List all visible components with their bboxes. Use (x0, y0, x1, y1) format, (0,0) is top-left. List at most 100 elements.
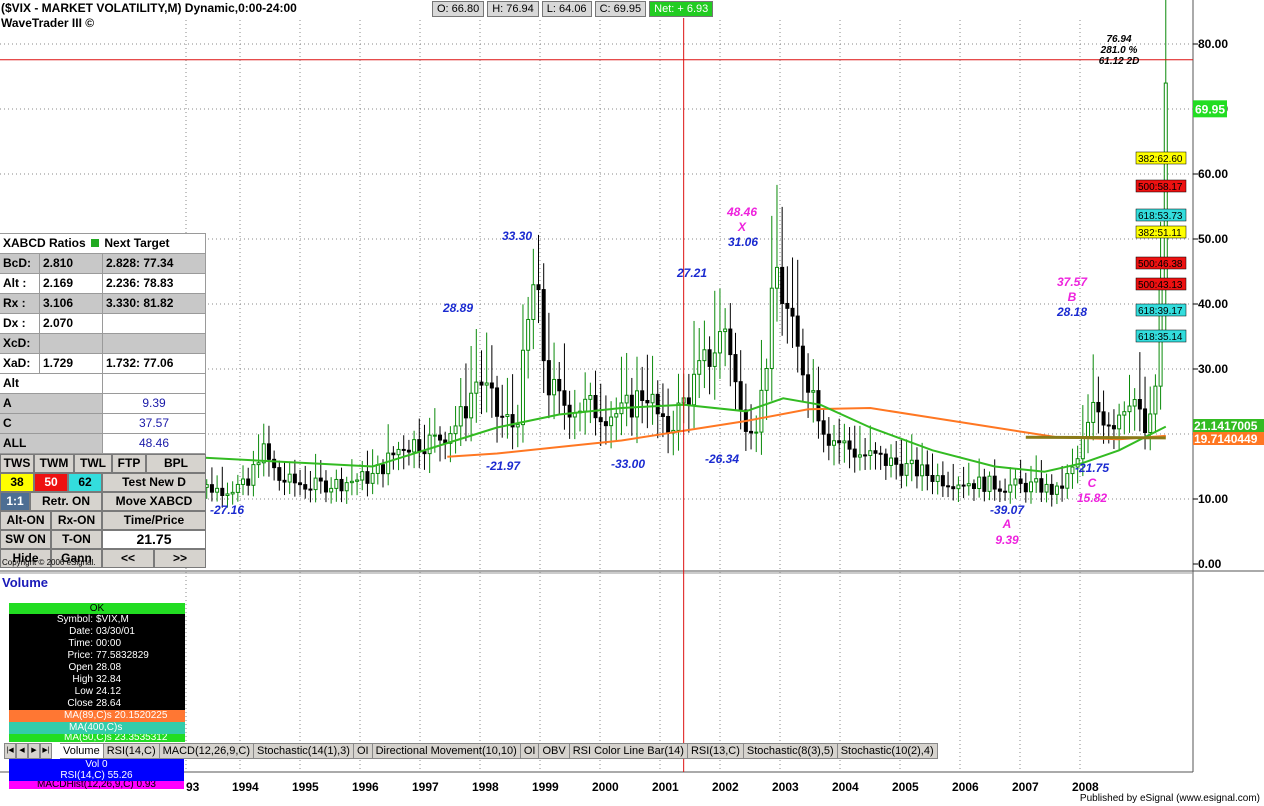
ftp-button[interactable]: FTP (112, 454, 146, 473)
xabcd-ratio-row: XaD: 1.729 1.732: 77.06 (0, 354, 206, 374)
ratio-value: 2.070 (40, 314, 103, 333)
data-window-line: Symbol: $VIX,M (9, 614, 185, 626)
candle-body (1008, 484, 1013, 493)
tab-study[interactable]: Volume (60, 743, 104, 759)
xabcd-point-row: C 37.57 (0, 414, 206, 434)
sw-on-button[interactable]: SW ON (0, 530, 51, 549)
tab-study[interactable]: Stochastic(10(2),4) (837, 743, 938, 759)
candle-body (1028, 481, 1033, 493)
ratio-target: 1.732: 77.06 (103, 354, 206, 373)
tab-scroll-prev-icon[interactable]: ◀ (16, 743, 28, 759)
ma89-readout: MA(89,C)s 20.1520225 (9, 710, 185, 722)
candle-body (676, 402, 681, 431)
candle-body (749, 430, 754, 434)
tab-study[interactable]: MACD(12,26,9,C) (159, 743, 255, 759)
ratio-1-1-button[interactable]: 1:1 (0, 492, 30, 511)
tab-study[interactable]: RSI Color Line Bar(14) (569, 743, 688, 759)
tws-button[interactable]: TWS (0, 454, 34, 473)
tab-scroll-first-icon[interactable]: |◀ (4, 743, 16, 759)
retr-on-button[interactable]: Retr. ON (30, 492, 102, 511)
candle-body (873, 450, 878, 454)
candle-body (1137, 399, 1142, 410)
candle-body (832, 440, 837, 446)
rsi-readout: RSI(14,C) 55.26 (60, 770, 133, 781)
tab-study[interactable]: OI (353, 743, 373, 759)
alt-on-button[interactable]: Alt-ON (0, 511, 51, 530)
next-button[interactable]: >> (154, 549, 206, 568)
candle-body (536, 284, 541, 291)
data-window-line: Date: 03/30/01 (9, 626, 185, 638)
quote-low: L: 64.06 (541, 1, 592, 17)
time-axis-label: 2006 (952, 780, 979, 794)
xabcd-ratio-row: Dx :2.070 (0, 314, 206, 334)
gann-button[interactable]: Gann (51, 549, 102, 568)
candle-body (655, 393, 660, 415)
candle-body (987, 475, 992, 492)
candle-body (1060, 485, 1065, 489)
candle-body (380, 464, 385, 475)
previous-button[interactable]: << (102, 549, 154, 568)
wave-label-blue: -39.07 (990, 503, 1025, 517)
tab-study[interactable]: RSI(13,C) (687, 743, 744, 759)
twl-button[interactable]: TWL (74, 454, 112, 473)
tab-study[interactable]: RSI(14,C) (103, 743, 160, 759)
candle-body (1101, 411, 1106, 426)
candle-body (292, 473, 297, 484)
wave-label-blue: -27.16 (210, 503, 244, 517)
candle-body (1143, 408, 1148, 434)
wave-label-magenta: 48.46 (726, 205, 757, 219)
point-label[interactable]: C (0, 414, 103, 433)
ratio-38[interactable]: 38 (0, 473, 34, 492)
ma400-readout: MA(400,C)s (9, 722, 185, 734)
tab-study[interactable]: Stochastic(8(3),5) (743, 743, 838, 759)
point-label[interactable]: A (0, 394, 103, 413)
ratio-target (103, 334, 206, 353)
tab-scroll-last-icon[interactable]: ▶| (40, 743, 52, 759)
fib-level-tag (1135, 277, 1187, 291)
candle-body (406, 449, 411, 453)
candle-body (266, 443, 271, 460)
data-value: 24.12 (96, 686, 122, 697)
tab-study[interactable]: OI (520, 743, 540, 759)
candle-body (546, 360, 551, 396)
candle-body (930, 475, 935, 482)
fib-level-label: 500:58.17 (1138, 182, 1183, 193)
candle-body (1013, 478, 1018, 486)
ratio-62[interactable]: 62 (68, 473, 102, 492)
move-xabcd-button[interactable]: Move XABCD (102, 492, 206, 511)
candle-body (806, 374, 811, 393)
moving-average-lines (185, 397, 1167, 473)
tab-study[interactable]: Stochastic(14(1),3) (254, 743, 354, 759)
candle-body (728, 328, 733, 356)
candle-body (982, 476, 987, 492)
tab-scroll-next-icon[interactable]: ▶ (28, 743, 40, 759)
test-new-d-button[interactable]: Test New D (102, 473, 206, 492)
tab-study[interactable]: Directional Movement(10,10) (372, 743, 521, 759)
ratio-target: 2.236: 78.83 (103, 274, 206, 293)
tab-study[interactable]: OBV (539, 743, 570, 759)
point-label[interactable]: ALL (0, 434, 103, 453)
data-value: $VIX,M (96, 614, 129, 625)
candle-body (686, 397, 691, 406)
candle-body (1003, 490, 1008, 493)
price-tick-label: 0.00 (1198, 557, 1222, 571)
bpl-button[interactable]: BPL (146, 454, 206, 473)
candle-body (215, 487, 220, 493)
twm-button[interactable]: TWM (34, 454, 74, 473)
rx-on-button[interactable]: Rx-ON (51, 511, 102, 530)
time-axis-label: 2004 (832, 780, 859, 794)
price-axis[interactable]: 80.0070.0060.0050.0040.0030.0020.0010.00… (1135, 37, 1264, 571)
candle-body (313, 477, 318, 491)
time-price-button[interactable]: Time/Price (102, 511, 206, 530)
wave-label-blue: 33.30 (502, 229, 532, 243)
candle-body (1122, 411, 1127, 416)
candle-body (603, 421, 608, 427)
fib-level-tag (1135, 151, 1187, 165)
ratio-label: BcD: (0, 254, 40, 273)
candle-body (401, 448, 406, 451)
t-on-button[interactable]: T-ON (51, 530, 102, 549)
hide-button[interactable]: Hide (0, 549, 51, 568)
ratio-50[interactable]: 50 (34, 473, 68, 492)
candle-body (355, 479, 360, 482)
